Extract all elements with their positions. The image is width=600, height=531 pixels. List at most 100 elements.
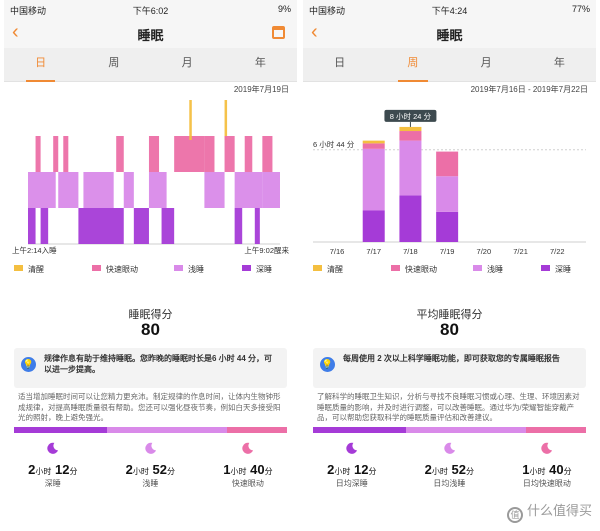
stacked-bar-segment	[399, 131, 422, 141]
tab-week[interactable]: 周	[108, 57, 120, 69]
legend-swatch	[242, 265, 251, 271]
chart-legend: 清醒 快速眼动 浅睡 深睡	[303, 264, 596, 276]
moon-icon	[145, 442, 156, 454]
lightbulb-icon: 💡	[21, 357, 36, 372]
tab-month[interactable]: 月	[181, 57, 193, 69]
legend-label: 快速眼动	[405, 265, 437, 274]
legend-label: 清醒	[28, 265, 44, 274]
chevron-left-icon[interactable]: ‹	[12, 21, 19, 43]
stat-minutes-unit: 分	[167, 467, 175, 476]
stage-ratio-bar	[313, 427, 586, 433]
score-value: 80	[440, 320, 459, 339]
carrier-label: 中国移动	[10, 6, 47, 16]
stat-hours-unit: 小时	[35, 467, 52, 476]
stat-label: 深睡	[44, 479, 61, 488]
stat-minutes-unit: 分	[466, 467, 474, 476]
stat-hours-unit: 小时	[334, 467, 351, 476]
x-tick-label: 7/22	[550, 247, 565, 256]
legend-swatch	[313, 265, 322, 271]
moon-zz-icon	[47, 442, 59, 454]
sleep-stage-segment	[234, 208, 243, 244]
sleep-stage-segment	[189, 100, 192, 140]
legend-awake: 清醒	[313, 264, 343, 275]
tip-box: 💡 规律作息有助于维持睡眠。您昨晚的睡眠时长是6 小时 44 分，可以进一步提高…	[14, 348, 287, 388]
tab-day[interactable]: 日	[334, 57, 346, 69]
legend-deep: 深睡	[242, 264, 272, 275]
sleep-stage-segment	[78, 208, 124, 244]
legend-label: 清醒	[327, 265, 343, 274]
nav-bar: ‹ 睡眠	[303, 18, 596, 48]
score-label: 平均睡眠得分	[416, 309, 483, 321]
legend-label: 深睡	[555, 265, 571, 274]
status-time: 下午4:24	[431, 6, 468, 16]
legend-label: 快速眼动	[106, 265, 138, 274]
legend-label: 浅睡	[188, 265, 204, 274]
tab-week[interactable]: 周	[376, 48, 449, 82]
stage-ratio-bar	[14, 427, 287, 433]
rem-sleep-stat: 1小时 40分 日均快速眼动	[498, 442, 596, 489]
sleep-stage-segment	[262, 136, 273, 172]
legend-rem: 快速眼动	[391, 264, 437, 275]
light-sleep-stat: 2小时 52分 日均浅睡	[401, 442, 499, 489]
stacked-bar-segment	[436, 211, 459, 242]
sleep-stage-segment	[123, 172, 134, 208]
day-view-screen: 中国移动 下午6:02 9% ‹ 睡眠 日 周 月 年 2019年7月19日 上…	[4, 0, 297, 531]
carrier-label: 中国移动	[309, 6, 346, 16]
tab-day[interactable]: 日	[4, 48, 77, 82]
stacked-bar-segment	[399, 126, 422, 132]
moon-icon	[242, 442, 254, 454]
chevron-left-icon[interactable]: ‹	[311, 21, 318, 43]
sleep-stage-segment	[234, 172, 263, 208]
stacked-bar-segment	[362, 143, 385, 149]
nav-bar: ‹ 睡眠	[4, 18, 297, 48]
deep-sleep-stat: 2小时 12分 日均深睡	[303, 442, 401, 489]
stat-minutes-unit: 分	[69, 467, 78, 476]
status-bar: 中国移动 下午4:24 77%	[303, 0, 596, 18]
period-tabs: 日 周 月 年	[4, 48, 297, 82]
sleep-stage-segment	[224, 100, 228, 140]
sleep-timeline-chart: 上午2:14入睡 上午9:02醒来	[12, 100, 289, 255]
stat-hours-unit: 小时	[431, 467, 448, 476]
tip-body: 适当增加睡眠时间可以让您精力更充沛。制定规律的作息时间，让体内生物钟形成规律，对…	[18, 392, 281, 422]
tip-title: 规律作息有助于维持睡眠。您昨晚的睡眠时长是6 小时 44 分，可以进一步提高。	[44, 354, 273, 374]
light-sleep-stat: 2小时 52分 浅睡	[102, 442, 200, 489]
stat-minutes: 40	[549, 462, 564, 477]
sleep-stage-segment	[254, 208, 260, 244]
page-title: 睡眠	[436, 28, 463, 43]
watermark-logo-icon: 值	[506, 507, 523, 523]
stat-value: 1小时 40分	[199, 462, 297, 477]
deep-ratio-segment	[313, 427, 406, 433]
tab-year[interactable]: 年	[254, 57, 266, 69]
sleep-stage-segment	[83, 172, 114, 208]
tab-month[interactable]: 月	[480, 57, 492, 69]
stat-hours: 1	[223, 462, 231, 477]
stat-label: 浅睡	[142, 479, 159, 488]
battery-level: 77%	[571, 4, 590, 14]
tip-body: 了解科学的睡眠卫生知识，分析与寻找不良睡眠习惯或心理、生理、环境因素对睡眠质量的…	[317, 392, 580, 422]
x-tick-label: 7/17	[366, 247, 381, 256]
sleep-stage-segment	[262, 172, 280, 208]
rem-ratio-segment	[226, 427, 287, 433]
stat-minutes: 52	[152, 462, 167, 477]
stat-value: 2小时 52分	[401, 462, 499, 477]
light-ratio-segment	[405, 427, 526, 433]
sleep-stage-segment	[28, 172, 56, 208]
x-tick-label: 7/16	[330, 247, 345, 256]
deep-ratio-segment	[14, 427, 107, 433]
stacked-bar-segment	[362, 148, 385, 211]
legend-light: 浅睡	[174, 264, 204, 275]
stat-minutes: 40	[250, 462, 265, 477]
stat-hours: 2	[125, 462, 133, 477]
status-bar: 中国移动 下午6:02 9%	[4, 0, 297, 18]
sleep-stage-segment	[63, 136, 69, 172]
stacked-bar-segment	[362, 210, 385, 242]
sleep-stage-segment	[133, 208, 149, 244]
calendar-icon[interactable]	[272, 26, 285, 39]
sleep-stage-segment	[28, 208, 36, 244]
sleep-stage-segment	[58, 172, 79, 208]
status-time: 下午6:02	[132, 6, 169, 16]
moon-icon	[444, 442, 455, 454]
tab-year[interactable]: 年	[553, 57, 565, 69]
rem-sleep-stat: 1小时 40分 快速眼动	[199, 442, 297, 489]
sleep-stage-segment	[174, 136, 205, 172]
